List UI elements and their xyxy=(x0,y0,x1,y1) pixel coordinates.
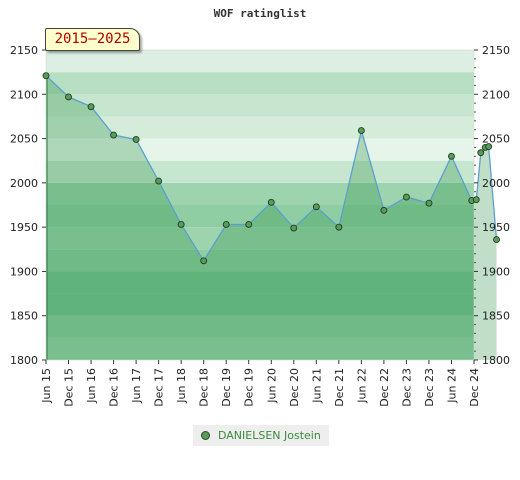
x-tick-label: Dec 17 xyxy=(153,368,166,407)
legend-label: DANIELSEN Jostein xyxy=(218,429,321,442)
y-tick-label-right: 1900 xyxy=(482,265,510,278)
background-band xyxy=(46,271,474,294)
x-tick-label: Jun 21 xyxy=(310,368,323,404)
data-point xyxy=(65,93,72,101)
background-bands xyxy=(46,50,474,360)
y-tick-label-left: 1850 xyxy=(10,310,38,323)
date-range-badge: 2015–2025 xyxy=(45,28,140,51)
y-tick-label-left: 2100 xyxy=(10,88,38,101)
y-tick-label-right: 2000 xyxy=(482,177,510,190)
data-point xyxy=(155,177,163,185)
y-tick-label-right: 2100 xyxy=(482,88,510,101)
data-point xyxy=(267,198,275,206)
data-point xyxy=(110,131,118,139)
data-point xyxy=(380,206,388,214)
data-point xyxy=(245,221,253,228)
legend[interactable]: DANIELSEN Jostein xyxy=(193,425,329,446)
x-tick-label: Dec 19 xyxy=(243,368,256,407)
y-tick-label-right: 2150 xyxy=(482,44,510,57)
y-tick-label-left: 1800 xyxy=(10,354,38,367)
data-point xyxy=(477,149,485,157)
data-points xyxy=(42,72,500,265)
y-tick-label-right: 1800 xyxy=(482,354,510,367)
background-band xyxy=(46,50,474,73)
data-point xyxy=(493,236,500,243)
data-point xyxy=(448,152,455,160)
data-point xyxy=(177,221,185,228)
data-point xyxy=(132,136,140,143)
data-point xyxy=(472,196,480,204)
data-point xyxy=(357,127,365,135)
chart-title: WOF ratinglist xyxy=(214,7,307,20)
background-band xyxy=(46,160,474,183)
data-point xyxy=(87,103,95,111)
x-tick-label: Dec 23 xyxy=(423,368,436,407)
background-band xyxy=(46,72,474,95)
legend-marker-icon xyxy=(201,431,210,440)
y-tick-label-left: 2050 xyxy=(10,133,38,146)
background-band xyxy=(46,227,474,250)
rating-area xyxy=(46,75,497,360)
background-band xyxy=(46,315,474,338)
data-point xyxy=(200,257,208,265)
background-band xyxy=(46,293,474,316)
background-band xyxy=(46,116,474,139)
x-tick-label: Jun 22 xyxy=(355,368,368,404)
y-tick-label-left: 1900 xyxy=(10,265,38,278)
x-tick-label: Dec 18 xyxy=(198,368,211,407)
x-tick-label: Jun 18 xyxy=(175,368,188,404)
y-tick-label-left: 2000 xyxy=(10,177,38,190)
background-band xyxy=(46,337,474,360)
y-tick-label-right: 2050 xyxy=(482,133,510,146)
x-tick-label: Dec 20 xyxy=(288,368,301,407)
x-tick-label: Dec 23 xyxy=(400,368,413,407)
x-tick-label: Dec 22 xyxy=(378,368,391,407)
x-tick-label: Dec 21 xyxy=(333,368,346,407)
x-tick-label: Jun 24 xyxy=(445,368,458,404)
plot-frame xyxy=(45,49,475,361)
data-point xyxy=(402,193,410,201)
background-band xyxy=(46,205,474,228)
x-tick-label: Jun 20 xyxy=(265,368,278,404)
background-band xyxy=(46,182,474,205)
x-tick-label: Dec 19 xyxy=(220,368,233,407)
data-point xyxy=(290,224,298,232)
y-tick-label-left: 1950 xyxy=(10,221,38,234)
y-tick-label-left: 2150 xyxy=(10,44,38,57)
background-band xyxy=(46,138,474,161)
data-point xyxy=(335,223,343,231)
y-tick-label-right: 1850 xyxy=(482,310,510,323)
data-point xyxy=(485,143,493,150)
data-point xyxy=(425,199,433,207)
x-tick-label: Dec 15 xyxy=(63,368,76,407)
x-tick-label: Jun 16 xyxy=(85,368,98,404)
data-point xyxy=(312,203,320,211)
x-tick-label: Dec 24 xyxy=(468,368,481,407)
x-tick-label: Jun 15 xyxy=(40,368,53,404)
background-band xyxy=(46,94,474,117)
x-tick-label: Jun 17 xyxy=(130,368,143,404)
data-point xyxy=(222,221,230,228)
y-tick-label-right: 1950 xyxy=(482,221,510,234)
data-point xyxy=(42,72,50,80)
axes: 1800 1800 1850 1850 1900 1900 1950 1950 2000 2000… xyxy=(10,44,510,407)
background-band xyxy=(46,249,474,272)
x-tick-label: Dec 16 xyxy=(108,368,121,407)
